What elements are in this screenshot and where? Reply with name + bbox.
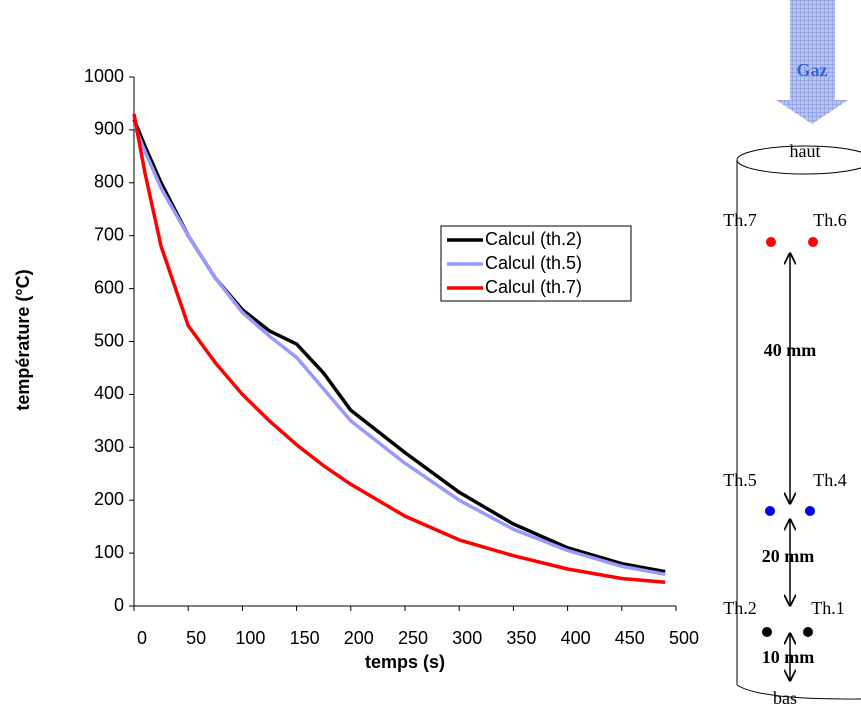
- chart: temps (s) température (°C) 0 100 200 300 400…: [13, 66, 699, 672]
- x-tick-label: 500: [669, 628, 699, 648]
- sensor-dot: [808, 237, 818, 247]
- top-label: haut: [790, 141, 821, 161]
- distance-label: 20 mm: [762, 546, 815, 566]
- x-tick-label: 300: [452, 628, 482, 648]
- thermocouple-label: Th.6: [813, 210, 847, 230]
- thermocouple-label: Th.2: [723, 598, 757, 618]
- cylinder-bottom: [736, 684, 861, 700]
- thermocouple-label: Th.4: [813, 470, 847, 490]
- legend-label: Calcul (th.5): [485, 253, 582, 273]
- legend-label: Calcul (th.7): [485, 277, 582, 297]
- x-tick-label: 450: [615, 628, 645, 648]
- y-tick-label: 600: [94, 277, 124, 297]
- y-tick-label: 700: [94, 224, 124, 244]
- y-tick-label: 400: [94, 383, 124, 403]
- thermocouple-label: Th.1: [811, 598, 845, 618]
- gas-arrow: [776, 0, 848, 124]
- legend-label: Calcul (th.2): [485, 229, 582, 249]
- distance-label: 40 mm: [764, 340, 817, 360]
- x-tick-label: 400: [561, 628, 591, 648]
- series-line: [132, 118, 666, 574]
- y-tick-label: 900: [94, 119, 124, 139]
- y-axis-label: température (°C): [13, 269, 33, 410]
- series-line: [132, 113, 666, 584]
- x-tick-label: 0: [137, 628, 147, 648]
- sensor-dot: [766, 237, 776, 247]
- series-line: [132, 123, 666, 577]
- thermocouple-label: Th.7: [723, 210, 757, 230]
- y-tick-label: 800: [94, 172, 124, 192]
- thermocouple-label: Th.5: [723, 470, 757, 490]
- sensor-dot: [805, 506, 815, 516]
- gas-label: Gaz: [797, 60, 828, 80]
- sensor-dot: [765, 506, 775, 516]
- y-tick-label: 0: [114, 595, 124, 615]
- y-tick-label: 1000: [84, 66, 124, 86]
- y-tick-label: 500: [94, 330, 124, 350]
- bottom-label: bas: [773, 688, 797, 708]
- diagram: Gaz haut bas Th.7 Th.6 Th.5 Th.4 Th.2 Th…: [723, 0, 861, 708]
- x-axis-label: temps (s): [365, 652, 445, 672]
- y-tick-label: 200: [94, 489, 124, 509]
- y-tick-label: 300: [94, 436, 124, 456]
- x-tick-label: 50: [186, 628, 206, 648]
- x-tick-label: 100: [235, 628, 265, 648]
- x-tick-label: 250: [398, 628, 428, 648]
- y-tick-label: 100: [94, 542, 124, 562]
- x-tick-label: 150: [290, 628, 320, 648]
- distance-label: 10 mm: [762, 647, 815, 667]
- sensor-dot: [803, 627, 813, 637]
- x-tick-label: 200: [344, 628, 374, 648]
- x-tick-label: 350: [506, 628, 536, 648]
- sensor-dot: [762, 627, 772, 637]
